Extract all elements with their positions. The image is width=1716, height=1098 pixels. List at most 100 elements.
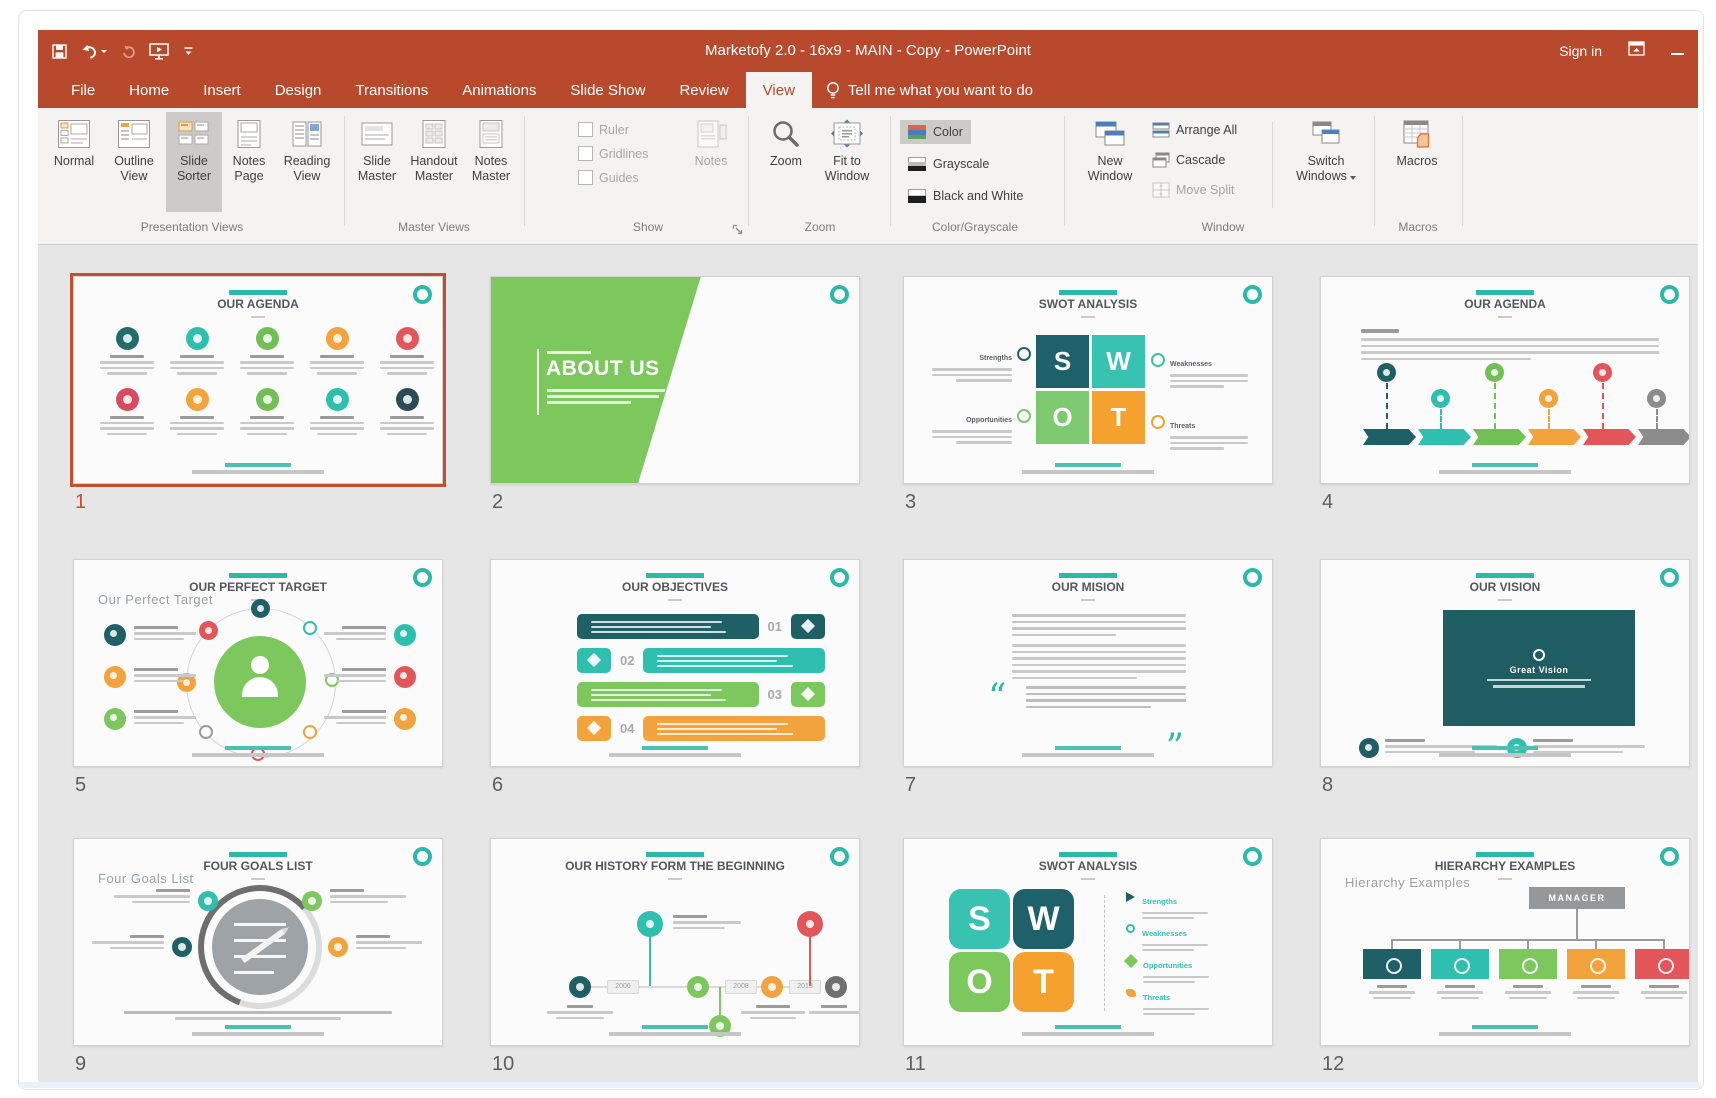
slide-master-button[interactable]: Slide Master	[352, 112, 402, 212]
tab-insert[interactable]: Insert	[203, 81, 241, 99]
color-button[interactable]: Color	[900, 120, 971, 144]
slide-thumbnail-3[interactable]: SWOT ANALYSIS S W O T Strengths Opportun…	[903, 276, 1273, 484]
slide-title: OUR HISTORY FORM THE BEGINNING	[565, 859, 785, 873]
swot-legend: Strengths Weaknesses Opportunities Threa…	[1123, 891, 1209, 1015]
switch-windows-button[interactable]: Switch Windows	[1286, 112, 1366, 212]
redo-button[interactable]	[120, 44, 136, 59]
logo-badge-icon	[1660, 847, 1679, 866]
slide-footer	[904, 463, 1272, 474]
logo-badge-icon	[1243, 568, 1262, 587]
slide-footer	[904, 1025, 1272, 1036]
slide-thumbnail-5[interactable]: Our Perfect Target OUR PERFECT TARGET	[73, 559, 443, 767]
gridlines-checkbox[interactable]: Gridlines	[578, 146, 648, 161]
tab-review[interactable]: Review	[679, 81, 729, 99]
window-title: Marketofy 2.0 - 16x9 - MAIN - Copy - Pow…	[705, 42, 1031, 59]
minimize-button[interactable]	[1671, 42, 1684, 60]
save-button[interactable]	[52, 43, 67, 59]
slide-footer	[904, 746, 1272, 757]
intro-paragraph	[1361, 329, 1659, 360]
tab-slide-show[interactable]: Slide Show	[570, 81, 646, 99]
tab-design[interactable]: Design	[274, 81, 322, 99]
overlay-text: Hierarchy Examples	[1345, 875, 1471, 890]
close-quote-icon: ”	[1165, 727, 1184, 767]
black-and-white-button[interactable]: Black and White	[900, 184, 1031, 208]
slide-cell-3: SWOT ANALYSIS S W O T Strengths Opportun…	[903, 276, 1273, 514]
opportunities-label: Opportunities	[932, 409, 1012, 444]
person-icon	[251, 656, 269, 674]
slide-footer	[74, 1025, 442, 1036]
swot-grid: S W O T	[949, 889, 1074, 1012]
slide-number: 10	[492, 1053, 515, 1075]
new-window-button[interactable]: New Window	[1078, 112, 1142, 212]
customize-qat-button[interactable]	[183, 45, 194, 57]
reading-view-button[interactable]: Reading View	[276, 112, 338, 212]
manager-box: MANAGER	[1529, 887, 1625, 909]
vision-label: Great Vision	[1509, 664, 1569, 675]
show-dialog-launcher[interactable]	[732, 222, 743, 240]
zoom-button[interactable]: Zoom	[760, 112, 812, 212]
color-icon	[908, 125, 926, 139]
ribbon-display-options-button[interactable]	[1628, 41, 1645, 61]
notes-master-icon	[479, 120, 503, 148]
slide-cell-9: Four Goals List FOUR GOALS LIST	[73, 838, 443, 1076]
slide-cell-7: OUR MISION “ ” 7	[903, 559, 1273, 797]
group-macros: Macros	[1398, 220, 1438, 234]
tab-transitions[interactable]: Transitions	[355, 81, 429, 99]
tab-home[interactable]: Home	[129, 81, 170, 99]
guides-checkbox[interactable]: Guides	[578, 170, 648, 185]
slide-thumbnail-7[interactable]: OUR MISION “ ”	[903, 559, 1273, 767]
move-split-button[interactable]: Move Split	[1152, 182, 1234, 198]
macros-button[interactable]: Macros	[1386, 112, 1448, 212]
slide-thumbnail-6[interactable]: OUR OBJECTIVES 01 02 03 04	[490, 559, 860, 767]
sign-in-button[interactable]: Sign in	[1559, 43, 1602, 59]
slide-cell-2: ABOUT US 2	[490, 276, 860, 514]
cascade-icon	[1152, 152, 1170, 168]
slide-thumbnail-10[interactable]: OUR HISTORY FORM THE BEGINNING 2006 2008	[490, 838, 860, 1046]
redo-icon	[123, 45, 135, 58]
tab-file[interactable]: File	[71, 81, 96, 99]
tab-animations[interactable]: Animations	[462, 81, 537, 99]
dialog-launcher-icon	[732, 224, 743, 235]
slide-thumbnail-4[interactable]: OUR AGENDA	[1320, 276, 1690, 484]
group-separator	[524, 116, 525, 226]
slide-sorter-button[interactable]: Slide Sorter	[166, 112, 222, 212]
weaknesses-label: Weaknesses	[1170, 353, 1248, 388]
slide-thumbnail-12[interactable]: Hierarchy Examples HIERARCHY EXAMPLES MA…	[1320, 838, 1690, 1046]
fit-to-window-button[interactable]: Fit to Window	[816, 112, 878, 212]
slide-thumbnail-8[interactable]: OUR VISION Great Vision	[1320, 559, 1690, 767]
move-split-icon	[1152, 182, 1170, 198]
handout-master-button[interactable]: Handout Master	[404, 112, 464, 212]
slide-footer	[1321, 746, 1689, 757]
start-slideshow-button[interactable]	[149, 42, 170, 60]
slide-title: OUR AGENDA	[217, 297, 299, 311]
logo-badge-icon	[830, 568, 849, 587]
slide-thumbnail-11[interactable]: SWOT ANALYSIS S W O T Strengths Weakness…	[903, 838, 1273, 1046]
ribbon: Normal Outline View Slide Sorter Notes P…	[38, 108, 1698, 245]
tell-me-box[interactable]: Tell me what you want to do	[826, 72, 1033, 108]
undo-button[interactable]	[80, 44, 107, 59]
notes-master-button[interactable]: Notes Master	[466, 112, 516, 212]
notes-button[interactable]: Notes	[682, 112, 740, 212]
notes-page-button[interactable]: Notes Page	[224, 112, 274, 212]
tab-view[interactable]: View	[745, 72, 812, 108]
slide-thumbnail-1[interactable]: OUR AGENDA	[70, 273, 446, 487]
normal-view-button[interactable]: Normal	[46, 112, 102, 212]
slide-title: ABOUT US	[546, 357, 660, 380]
tell-me-label: Tell me what you want to do	[847, 81, 1034, 99]
grayscale-button[interactable]: Grayscale	[900, 152, 997, 176]
slide-number: 3	[905, 491, 917, 513]
slide-number: 4	[1322, 491, 1334, 513]
logo-badge-icon	[1660, 568, 1679, 587]
arrange-all-button[interactable]: Arrange All	[1152, 122, 1237, 138]
slide-thumbnail-2[interactable]: ABOUT US	[490, 276, 860, 484]
outline-view-button[interactable]: Outline View	[104, 112, 164, 212]
checkbox-icon	[578, 170, 593, 185]
ruler-checkbox[interactable]: Ruler	[578, 122, 648, 137]
cascade-button[interactable]: Cascade	[1152, 152, 1225, 168]
slide-thumbnail-9[interactable]: Four Goals List FOUR GOALS LIST	[73, 838, 443, 1046]
minimize-icon	[1671, 53, 1684, 55]
year-chip: 2006	[607, 980, 639, 994]
quick-access-toolbar	[52, 30, 194, 72]
group-separator	[748, 116, 749, 226]
notes-icon	[697, 120, 727, 148]
